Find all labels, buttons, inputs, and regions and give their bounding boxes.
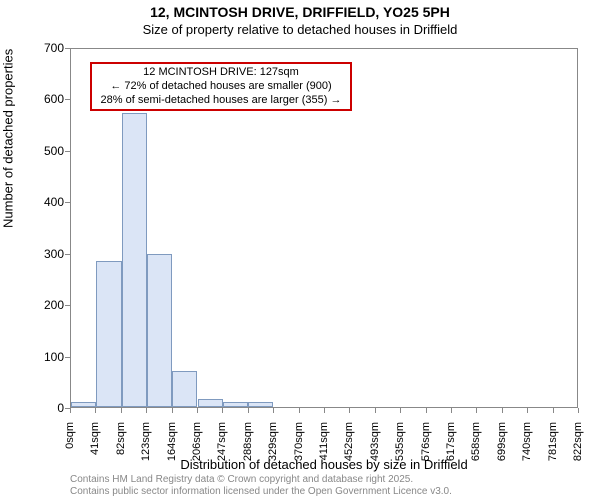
y-tick-label: 0 xyxy=(0,401,64,415)
y-tick-label: 600 xyxy=(0,92,64,106)
x-tick-mark xyxy=(324,408,325,413)
annotation-line-1: 12 MCINTOSH DRIVE: 127sqm xyxy=(98,66,344,80)
x-tick-mark xyxy=(349,408,350,413)
credits: Contains HM Land Registry data © Crown c… xyxy=(70,474,452,498)
annotation-line-3: 28% of semi-detached houses are larger (… xyxy=(98,94,344,108)
x-tick-mark xyxy=(578,408,579,413)
x-tick-mark xyxy=(527,408,528,413)
x-tick-mark xyxy=(172,408,173,413)
y-tick-label: 100 xyxy=(0,350,64,364)
y-tick-label: 300 xyxy=(0,247,64,261)
histogram-bar xyxy=(223,402,248,407)
x-tick-mark xyxy=(146,408,147,413)
x-tick-mark xyxy=(222,408,223,413)
x-axis-label: Distribution of detached houses by size … xyxy=(70,457,578,472)
y-tick-label: 400 xyxy=(0,195,64,209)
x-tick-mark xyxy=(400,408,401,413)
y-tick-label: 500 xyxy=(0,144,64,158)
histogram-bar xyxy=(198,399,223,407)
histogram-bar xyxy=(147,254,172,407)
x-tick-mark xyxy=(248,408,249,413)
x-tick-mark xyxy=(502,408,503,413)
property-size-chart: 12, MCINTOSH DRIVE, DRIFFIELD, YO25 5PH … xyxy=(0,0,600,500)
x-tick-mark xyxy=(197,408,198,413)
histogram-bar xyxy=(248,402,273,407)
x-tick-mark xyxy=(121,408,122,413)
histogram-bar xyxy=(172,371,197,407)
credits-line-2: Contains public sector information licen… xyxy=(70,486,452,498)
x-tick-mark xyxy=(553,408,554,413)
chart-title-main: 12, MCINTOSH DRIVE, DRIFFIELD, YO25 5PH xyxy=(0,4,600,20)
annotation-line-2: ← 72% of detached houses are smaller (90… xyxy=(98,80,344,94)
x-tick-mark xyxy=(426,408,427,413)
histogram-bar xyxy=(122,113,147,407)
histogram-bar xyxy=(96,261,121,407)
x-tick-mark xyxy=(451,408,452,413)
histogram-bar xyxy=(71,402,96,407)
credits-line-1: Contains HM Land Registry data © Crown c… xyxy=(70,474,452,486)
x-tick-mark xyxy=(70,408,71,413)
x-tick-mark xyxy=(95,408,96,413)
x-tick-mark xyxy=(273,408,274,413)
y-tick-label: 700 xyxy=(0,41,64,55)
x-tick-mark xyxy=(375,408,376,413)
x-tick-mark xyxy=(476,408,477,413)
x-tick-mark xyxy=(299,408,300,413)
chart-title-sub: Size of property relative to detached ho… xyxy=(0,22,600,37)
y-tick-label: 200 xyxy=(0,298,64,312)
annotation-box: 12 MCINTOSH DRIVE: 127sqm ← 72% of detac… xyxy=(90,62,352,111)
